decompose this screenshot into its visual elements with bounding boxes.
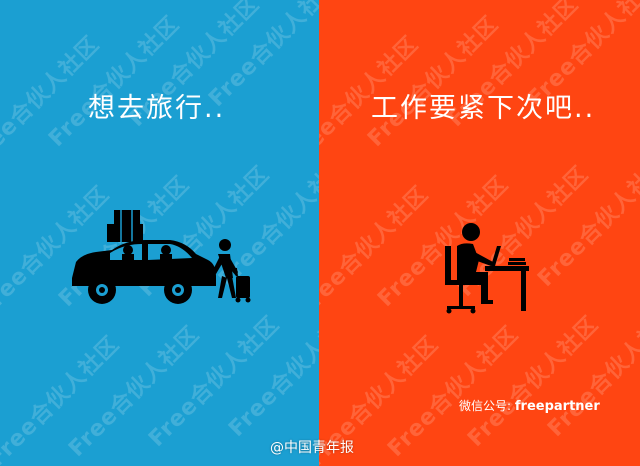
car-trip-icon <box>72 210 251 304</box>
watermark-text: Free合伙人社区 <box>64 321 205 462</box>
source-watermark: @中国青年报 <box>270 440 354 456</box>
worker-head <box>462 223 480 241</box>
roof-suitcase-bottom <box>107 224 143 242</box>
desk-top <box>485 266 529 271</box>
desk-worker-icon <box>445 223 529 314</box>
laptop <box>491 246 501 266</box>
watermark-text: Free合伙人社区 <box>363 11 504 152</box>
roof-suitcase-top <box>114 210 140 224</box>
left-headline: 想去旅行.. <box>88 93 226 124</box>
chair-back <box>445 246 451 282</box>
credit-label: 微信公号: <box>459 399 512 413</box>
watermark-text: Free合伙人社区 <box>44 11 185 152</box>
watermark-text: Free合伙人社区 <box>144 311 285 452</box>
watermark-text: Free合伙人社区 <box>0 331 125 466</box>
watermark-text: Free合伙人社区 <box>543 301 640 442</box>
watermark-text: Free合伙人社区 <box>224 301 319 442</box>
watermark-text: Free合伙人社区 <box>383 321 524 462</box>
traveler-head <box>219 239 231 251</box>
left-panel: Free合伙人社区 Free合伙人社区 Free合伙人社区 Free合伙人社区 … <box>0 0 319 466</box>
traveler-suitcase <box>236 276 250 298</box>
watermark-text: Free合伙人社区 <box>533 151 640 292</box>
watermark-text: Free合伙人社区 <box>319 181 434 322</box>
wechat-credit: 微信公号: freepartner <box>459 397 600 414</box>
credit-handle: freepartner <box>514 399 600 414</box>
watermark-text: Free合伙人社区 <box>463 311 604 452</box>
right-headline: 工作要紧下次吧.. <box>371 93 596 124</box>
right-panel: Free合伙人社区 Free合伙人社区 Free合伙人社区 Free合伙人社区 … <box>319 0 640 466</box>
